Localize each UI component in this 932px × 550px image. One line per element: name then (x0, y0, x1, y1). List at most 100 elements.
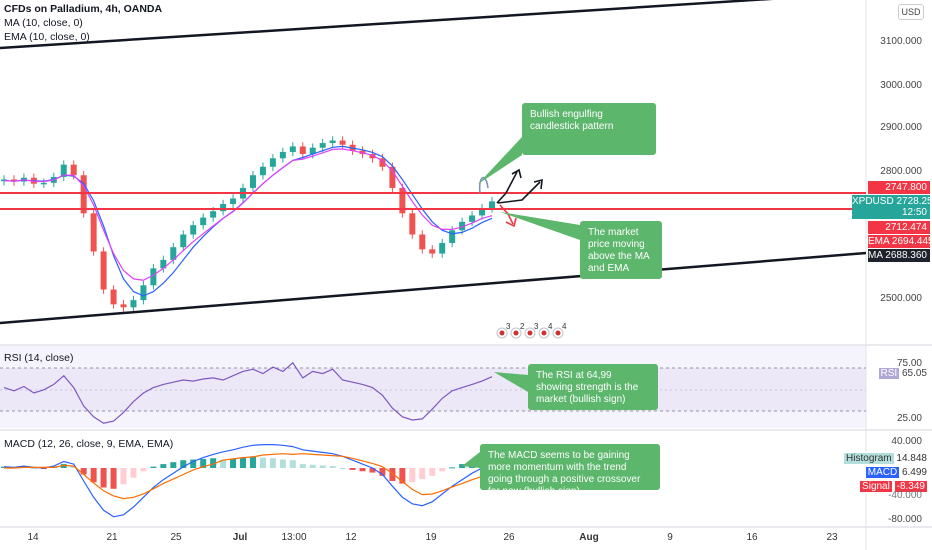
candle-body[interactable] (200, 217, 207, 226)
candle-body[interactable] (439, 242, 446, 254)
upper-trendline[interactable] (0, 0, 785, 50)
rsi-indicator-label[interactable]: RSI (14, close) (4, 352, 74, 364)
candle-body[interactable] (389, 166, 396, 188)
candle-body[interactable] (120, 304, 127, 308)
candle-body[interactable] (180, 234, 187, 248)
candle-body[interactable] (40, 182, 47, 185)
candle-body[interactable] (70, 164, 77, 176)
candle-body[interactable] (190, 225, 197, 235)
candle-body[interactable] (160, 259, 167, 269)
candle-body[interactable] (319, 143, 326, 148)
lower-trendline[interactable] (0, 251, 867, 325)
macd-histogram-bar (309, 464, 316, 468)
candle-body[interactable] (299, 146, 306, 155)
macd-histogram-bar (30, 468, 37, 469)
chart-title: CFDs on Palladium, 4h, OANDA (4, 3, 163, 15)
y-tick-2900: 2900.000 (880, 122, 922, 133)
candle-body[interactable] (479, 208, 486, 216)
macd-histogram-bar (279, 459, 286, 468)
candle-body[interactable] (249, 175, 256, 188)
candle-body[interactable] (449, 230, 456, 243)
ema-price-label: EMA 2694.445 (868, 235, 932, 248)
macd-histogram-bar (429, 468, 436, 476)
macd-histogram-bar (439, 468, 446, 472)
x-tick-1300: 13:00 (281, 532, 307, 543)
event-count: 2 (520, 322, 525, 331)
candle-body[interactable] (409, 213, 416, 235)
macd-histogram-bar (110, 468, 117, 489)
x-tick-9: 9 (667, 532, 673, 543)
macd-tick-neg80: -80.000 (888, 514, 922, 525)
macd-line[interactable] (3, 444, 493, 518)
candle-body[interactable] (60, 164, 67, 177)
rsi-line[interactable] (3, 361, 493, 424)
engulfing-note[interactable]: Bullish engulfing candlestick pattern (522, 103, 656, 155)
event-count: 3 (534, 322, 539, 331)
candle-body[interactable] (429, 249, 436, 254)
candle-body[interactable] (110, 289, 117, 305)
candle-body[interactable] (140, 285, 147, 301)
ema-line[interactable] (3, 148, 493, 281)
macd-histogram-bar (180, 460, 187, 468)
signal-label: Signal -8.349 (838, 480, 930, 493)
macd-histogram-bar (160, 464, 167, 468)
candle-body[interactable] (289, 146, 296, 152)
ma-indicator-label[interactable]: MA (10, close, 0) (4, 17, 83, 29)
candle-body[interactable] (459, 221, 466, 231)
candle-body[interactable] (210, 211, 217, 218)
currency-button[interactable]: USD (898, 4, 924, 20)
candle-body[interactable] (170, 247, 177, 260)
bull-arrow-1 (496, 171, 518, 204)
x-tick-14: 14 (27, 532, 39, 543)
x-tick-12: 12 (345, 532, 357, 543)
macd-histogram-bar (329, 466, 336, 468)
bull-arrow-head-1 (511, 168, 522, 179)
event-count: 3 (506, 322, 511, 331)
x-tick-jul: Jul (232, 532, 248, 543)
signal-line[interactable] (4, 453, 493, 500)
macd-indicator-label[interactable]: MACD (12, 26, close, 9, EMA, EMA) (4, 438, 174, 450)
y-tick-2500: 2500.000 (880, 293, 922, 304)
candle-body[interactable] (100, 251, 107, 290)
macd-histogram-bar (379, 468, 386, 476)
candle-body[interactable] (150, 268, 157, 286)
engulfing-curve (478, 177, 489, 194)
candle-body[interactable] (369, 154, 376, 159)
market-note[interactable]: The market price moving above the MA and… (580, 221, 662, 279)
macd-label: MACD 6.499 (838, 466, 930, 479)
candle-body[interactable] (489, 201, 495, 209)
macd-note[interactable]: The MACD seems to be gaining more moment… (480, 444, 660, 497)
bear-arrow-head (505, 217, 517, 228)
macd-histogram-bar (1, 466, 7, 468)
macd-histogram-bar (459, 464, 466, 468)
candle-body[interactable] (90, 213, 97, 252)
candle-body[interactable] (339, 140, 346, 145)
rsi-note[interactable]: The RSI at 64,99 showing strength is the… (528, 364, 658, 410)
candle-body[interactable] (230, 198, 237, 205)
event-dot (555, 330, 561, 336)
candle-body[interactable] (419, 234, 426, 250)
candle-body[interactable] (269, 158, 276, 167)
ema-indicator-label[interactable]: EMA (10, close, 0) (4, 31, 90, 43)
candle-body[interactable] (399, 187, 406, 214)
engulfing-pointer (478, 137, 522, 184)
rsi-tick-75: 75.00 (896, 358, 922, 369)
histogram-value: 14.848 (896, 453, 927, 464)
support-price-label: 2712.474 (868, 221, 930, 234)
ma-price-label: MA 2688.360 (868, 249, 930, 262)
macd-histogram-bar (190, 459, 197, 468)
candle-body[interactable] (329, 140, 336, 144)
bull-arrow-2 (497, 181, 541, 204)
candle-body[interactable] (259, 166, 266, 176)
candle-body[interactable] (309, 147, 316, 155)
candle-body[interactable] (220, 204, 227, 212)
candle-body[interactable] (469, 215, 476, 222)
candle-body[interactable] (279, 151, 286, 159)
candle-body[interactable] (130, 300, 137, 308)
y-tick-3100: 3100.000 (880, 36, 922, 47)
candle-body[interactable] (80, 175, 87, 214)
candle-body[interactable] (10, 179, 17, 182)
candle-body[interactable] (379, 158, 386, 167)
current-price-label: XPDUSD 2728.250 12:50 (852, 195, 932, 219)
